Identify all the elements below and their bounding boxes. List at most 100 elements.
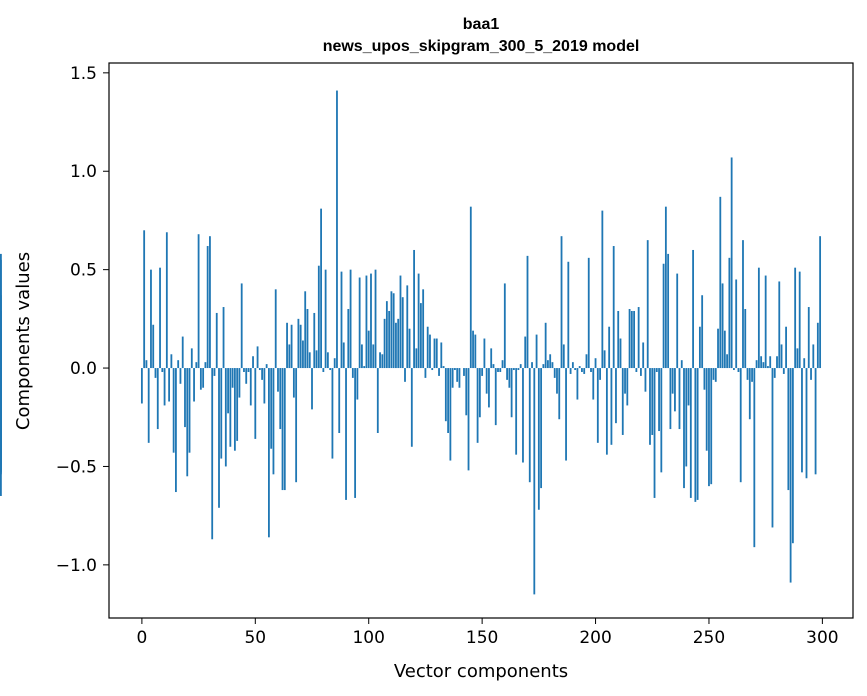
bar-239 [683,368,685,489]
bar-69 [297,318,300,369]
bar-123 [419,303,422,369]
bar-265 [742,240,744,369]
bar-152 [485,368,488,394]
bar-35 [220,368,223,459]
bar-254 [717,328,719,369]
y-axis-label: Components values [13,252,34,430]
bar-272 [757,267,760,369]
bar-197 [587,257,590,369]
bar-243 [692,249,694,369]
bar-137 [451,368,454,388]
bar-154 [490,348,493,369]
bar-23 [193,368,195,402]
bar-206 [608,326,611,369]
bar-184 [558,368,561,420]
bar-33 [215,312,218,369]
bar-176 [540,368,543,489]
bar-61 [279,368,282,430]
bar-25 [197,234,200,369]
bar-289 [796,348,799,369]
bar-168 [522,368,524,463]
bar-46 [245,368,248,384]
bar-225 [651,368,654,435]
bar-45 [243,368,245,372]
y-tick-label: −1.0 [56,556,97,576]
bar-155 [492,364,495,369]
y-tick-label: −0.5 [56,457,97,477]
bar-14 [172,368,175,453]
bar-199 [592,368,595,400]
bar-246 [698,326,701,369]
bar-86 [336,90,338,369]
bar-280 [776,356,778,369]
bar-128 [431,368,434,371]
bar-20 [186,368,189,477]
bar-212 [621,368,624,435]
x-tick-label: 250 [693,628,725,648]
bar-145 [469,206,472,369]
bar-174 [535,334,538,369]
bar-106 [381,354,384,369]
bar-94 [354,368,357,498]
bar-299 [819,236,822,369]
bar-148 [476,368,479,443]
bar-56 [268,368,270,538]
bar-138 [454,368,456,371]
bar-135 [447,368,450,433]
bar-195 [583,368,586,374]
bar-82 [326,352,329,369]
bar-9 [161,368,164,372]
bar-292 [803,358,806,369]
bar-250 [708,368,710,487]
bar-8 [159,267,161,369]
bar-121 [415,348,418,369]
bar-32 [213,368,216,376]
bar-134 [444,368,447,422]
bar-54 [263,368,266,404]
bar-29 [206,246,209,369]
bar-167 [519,364,522,369]
bar-58 [272,368,275,475]
bar-201 [596,368,599,443]
bar-142 [463,368,465,376]
bar-193 [578,366,581,369]
bar-172 [531,362,533,369]
bar-181 [551,362,554,369]
bar-261 [733,368,735,371]
bar-13 [170,354,173,369]
bar-234 [671,368,674,394]
x-tick-label: 50 [244,628,266,648]
chart-subtitle: news_upos_skipgram_300_5_2019 model [323,38,640,55]
bar-125 [424,368,427,378]
bar-30 [209,236,211,369]
bar-17 [179,368,182,384]
bar-113 [397,318,400,369]
bar-68 [295,368,298,483]
bar-249 [705,368,708,451]
y-axis: −1.0 −0.5 0.0 0.5 1.0 1.5 [56,64,109,576]
bar-209 [615,368,617,424]
bar-253 [714,368,717,382]
bar-15 [175,368,177,493]
bar-211 [619,338,622,369]
bar-281 [778,281,781,369]
bar-26 [199,368,202,390]
bar-43 [238,368,241,398]
bar-136 [449,368,452,461]
bar-269 [751,368,753,382]
bar-93 [351,368,354,378]
bar-227 [655,368,658,372]
bar-263 [737,368,740,372]
bar-24 [195,362,198,369]
bar-undefined [0,332,2,369]
bar-90 [345,368,347,500]
bar-126 [426,326,429,369]
bar-4 [150,269,152,369]
bar-221 [642,342,645,369]
bar-238 [680,360,683,369]
bar-104 [376,368,379,433]
bar-22 [190,348,193,369]
bar-140 [458,368,461,388]
bar-73 [306,309,309,369]
bar-204 [603,350,606,369]
